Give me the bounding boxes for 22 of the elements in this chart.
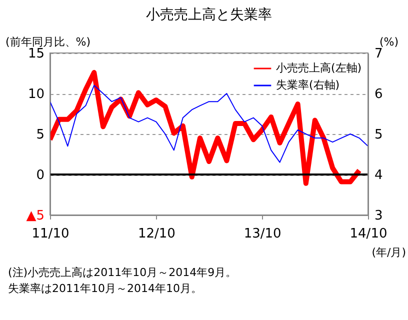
y2-axis-title: (%): [379, 36, 398, 48]
y2-tick-label: 7: [374, 46, 383, 62]
chart-title: 小売売上高と失業率: [146, 7, 272, 23]
legend-label: 失業率(右軸): [276, 78, 340, 92]
x-tick-label: 14/10: [350, 226, 388, 242]
x-tick-label: 13/10: [244, 226, 282, 242]
y-tick-label: 0: [36, 168, 44, 183]
legend-label: 小売売上高(左軸): [276, 62, 362, 74]
y2-tick-label: 6: [374, 87, 383, 102]
y-tick-label: 5: [36, 128, 44, 142]
x-tick-label: 12/10: [138, 226, 176, 242]
y2-tick-label: 3: [374, 208, 383, 224]
y-tick-label: ▲5: [26, 208, 44, 224]
y-tick-label: 15: [28, 46, 44, 62]
text: (注)小売売上高は2011年10月～2014年9月。: [8, 266, 237, 279]
x-axis-title: (年/月): [372, 246, 406, 259]
y-tick-label: 10: [28, 87, 44, 102]
x-tick-label: 11/10: [32, 226, 70, 242]
y2-tick-label: 4: [374, 168, 383, 183]
text: 失業率は2011年10月～2014年10月。: [8, 282, 202, 295]
y-axis-title: (前年同月比、%): [6, 36, 91, 48]
y2-tick-label: 5: [374, 128, 383, 142]
